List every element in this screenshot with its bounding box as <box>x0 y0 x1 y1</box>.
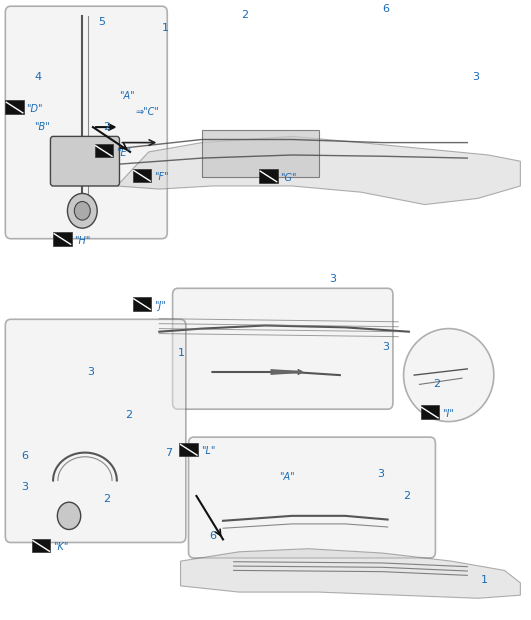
FancyBboxPatch shape <box>95 144 113 157</box>
Text: "F": "F" <box>154 172 169 182</box>
FancyBboxPatch shape <box>202 130 319 177</box>
Text: "G": "G" <box>280 173 297 183</box>
Text: 6: 6 <box>210 531 217 541</box>
Text: 7: 7 <box>165 448 172 458</box>
Text: 2: 2 <box>104 494 110 504</box>
Text: 5: 5 <box>98 17 105 27</box>
Ellipse shape <box>404 329 494 422</box>
Circle shape <box>57 502 81 529</box>
Text: "L": "L" <box>201 446 215 456</box>
Text: "B": "B" <box>35 122 50 132</box>
Text: 3: 3 <box>382 342 389 352</box>
FancyBboxPatch shape <box>32 539 50 552</box>
FancyBboxPatch shape <box>179 443 198 456</box>
Text: 3: 3 <box>473 73 479 82</box>
Polygon shape <box>181 549 520 598</box>
Text: "A": "A" <box>279 472 294 482</box>
Text: 1: 1 <box>162 23 169 33</box>
Text: "I": "I" <box>442 409 453 419</box>
FancyBboxPatch shape <box>259 169 278 183</box>
Text: 2: 2 <box>404 491 410 501</box>
Text: "J": "J" <box>154 301 166 311</box>
FancyBboxPatch shape <box>5 319 186 542</box>
Text: 2: 2 <box>104 122 110 132</box>
FancyBboxPatch shape <box>5 100 24 114</box>
FancyBboxPatch shape <box>189 437 435 558</box>
Text: "E": "E" <box>116 148 131 157</box>
Text: 2: 2 <box>433 379 440 389</box>
FancyBboxPatch shape <box>50 136 119 186</box>
Circle shape <box>74 202 90 220</box>
Text: 4: 4 <box>35 73 41 82</box>
FancyBboxPatch shape <box>53 232 72 246</box>
Text: "H": "H" <box>74 236 91 246</box>
FancyBboxPatch shape <box>133 169 151 182</box>
Text: "D": "D" <box>27 104 43 114</box>
Text: 3: 3 <box>329 274 336 284</box>
Polygon shape <box>117 136 520 205</box>
FancyBboxPatch shape <box>173 288 393 409</box>
Text: 2: 2 <box>242 11 249 20</box>
Text: 1: 1 <box>481 575 487 585</box>
Text: "A": "A" <box>119 91 135 101</box>
Text: 1: 1 <box>178 348 185 358</box>
FancyBboxPatch shape <box>421 405 439 419</box>
Text: 6: 6 <box>21 451 28 461</box>
Text: "K": "K" <box>53 542 68 552</box>
Text: 3: 3 <box>88 367 95 377</box>
Text: 3: 3 <box>21 482 28 492</box>
Circle shape <box>67 193 97 228</box>
Text: 3: 3 <box>377 469 384 479</box>
FancyBboxPatch shape <box>133 297 151 311</box>
FancyBboxPatch shape <box>5 6 167 239</box>
Text: 2: 2 <box>125 410 132 420</box>
Text: ⇒"C": ⇒"C" <box>135 107 159 117</box>
Text: 6: 6 <box>382 4 389 14</box>
